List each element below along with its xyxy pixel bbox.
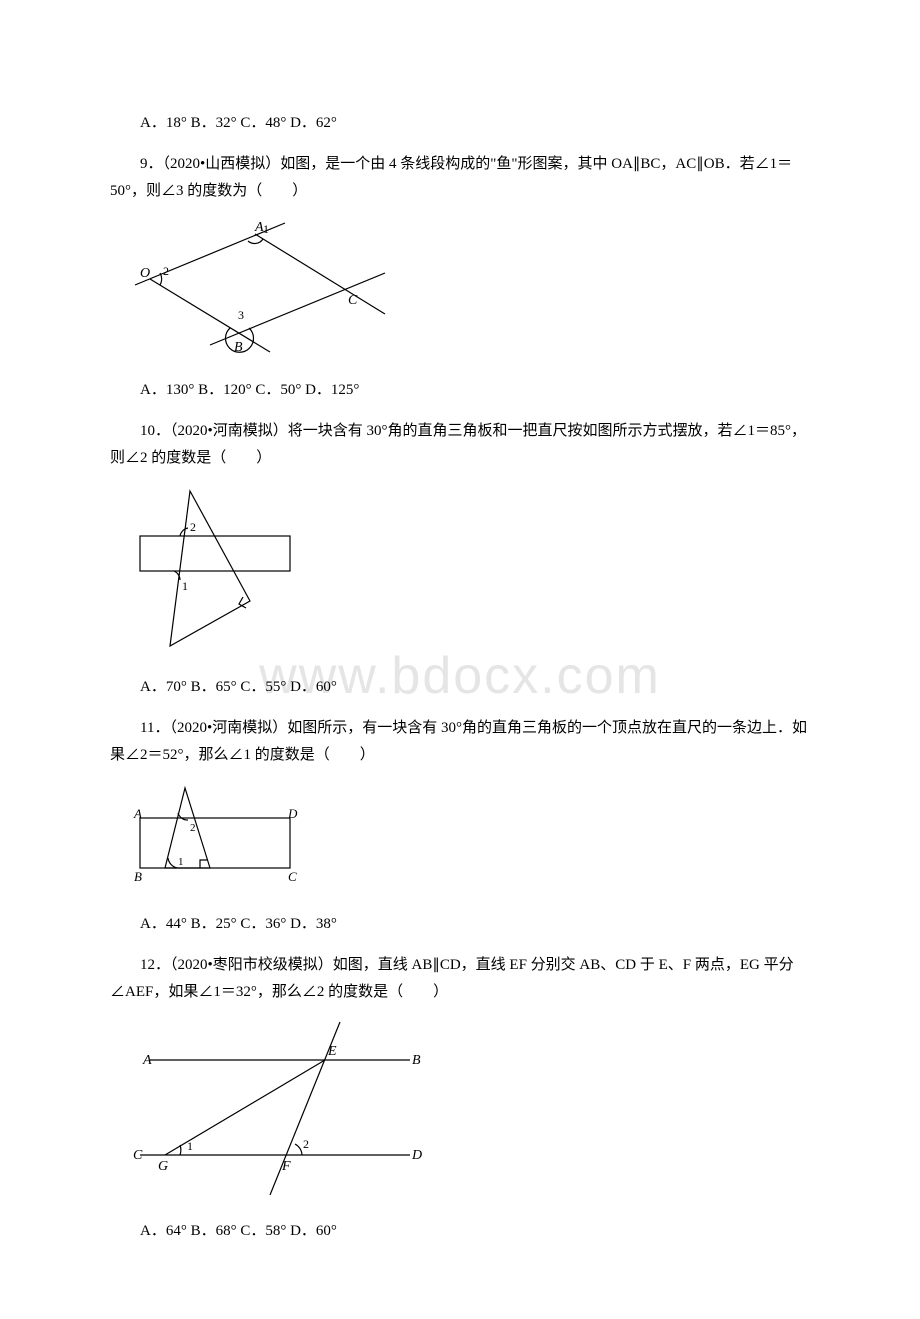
q9-label-O: O — [140, 266, 150, 281]
q10-angle-2: 2 — [190, 520, 196, 534]
q12-label-F: F — [281, 1159, 291, 1174]
q8-options: A．18° B．32° C．48° D．62° — [110, 110, 810, 137]
q12-svg: A B C D E F G 1 2 — [130, 1020, 430, 1200]
q11-text: 11．（2020•河南模拟）如图所示，有一块含有 30°角的直角三角板的一个顶点… — [110, 715, 810, 769]
q11-label-C: C — [288, 869, 297, 884]
q11-label-D: D — [287, 806, 298, 821]
q9-figure: O A B C 1 2 3 — [130, 219, 810, 359]
q12-options: A．64° B．68° C．58° D．60° — [110, 1218, 810, 1245]
q12-figure: A B C D E F G 1 2 — [130, 1020, 810, 1200]
q9-angle-2: 2 — [163, 264, 169, 278]
q12-label-B: B — [412, 1053, 421, 1068]
q9-label-B: B — [234, 340, 243, 355]
q9-angle-3: 3 — [238, 308, 244, 322]
q10-options: A．70° B．65° C．55° D．60° — [110, 674, 810, 701]
q10-angle-1: 1 — [182, 579, 188, 593]
q9-angle-1: 1 — [263, 222, 269, 236]
q11-options: A．44° B．25° C．36° D．38° — [110, 911, 810, 938]
q12-label-E: E — [327, 1044, 337, 1059]
q12-angle-1: 1 — [187, 1139, 193, 1153]
q11-label-B: B — [134, 869, 142, 884]
q9-svg: O A B C 1 2 3 — [130, 219, 390, 359]
q11-svg: A B C D 2 1 — [130, 783, 310, 893]
q12-text: 12．（2020•枣阳市校级模拟）如图，直线 AB∥CD，直线 EF 分别交 A… — [110, 952, 810, 1006]
q11-angle-1: 1 — [178, 856, 184, 868]
q12-label-A: A — [142, 1053, 152, 1068]
q12-label-C: C — [133, 1148, 143, 1163]
page-content: A．18° B．32° C．48° D．62° 9．（2020•山西模拟）如图，… — [110, 110, 810, 1245]
q12-angle-2: 2 — [303, 1137, 309, 1151]
q9-text: 9．（2020•山西模拟）如图，是一个由 4 条线段构成的"鱼"形图案，其中 O… — [110, 151, 810, 205]
q11-figure: A B C D 2 1 — [130, 783, 810, 893]
q12-label-D: D — [411, 1148, 422, 1163]
q10-figure: 2 1 — [130, 486, 810, 656]
q10-text: 10．（2020•河南模拟）将一块含有 30°角的直角三角板和一把直尺按如图所示… — [110, 418, 810, 472]
q10-svg: 2 1 — [130, 486, 310, 656]
q12-label-G: G — [158, 1159, 168, 1174]
q11-label-A: A — [133, 806, 142, 821]
q11-angle-2: 2 — [190, 822, 196, 834]
q9-label-C: C — [348, 293, 358, 308]
q9-options: A．130° B．120° C．50° D．125° — [110, 377, 810, 404]
